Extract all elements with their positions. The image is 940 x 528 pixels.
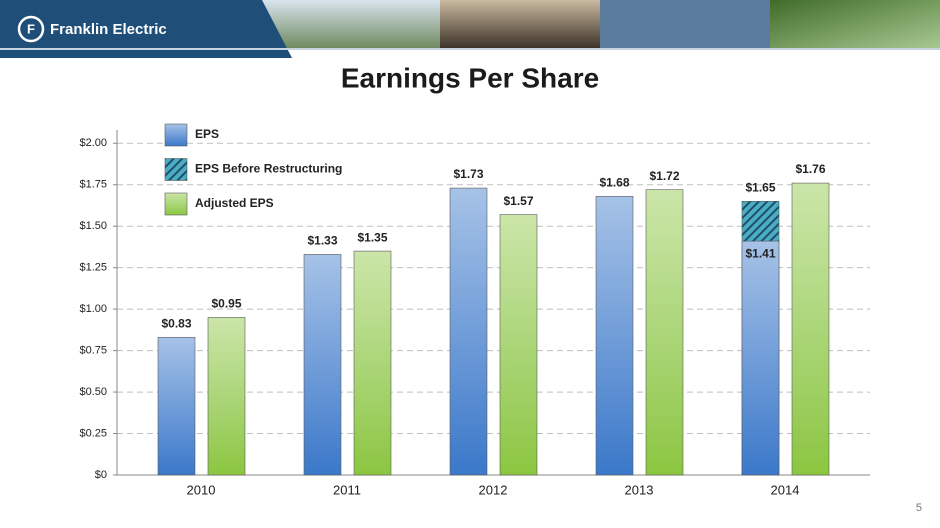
- value-label: $0.95: [211, 297, 241, 311]
- value-label: $1.72: [649, 169, 679, 183]
- y-tick-label: $0.50: [79, 386, 107, 398]
- y-tick-label: $0: [95, 469, 107, 481]
- header-rule: [0, 48, 940, 50]
- y-tick-label: $0.25: [79, 427, 107, 439]
- value-label: $1.41: [745, 246, 775, 260]
- y-tick-label: $1.25: [79, 262, 107, 274]
- chart-title: Earnings Per Share: [341, 62, 599, 93]
- x-tick-label: 2014: [771, 482, 800, 497]
- value-label: $1.65: [745, 180, 775, 194]
- y-tick-label: $1.75: [79, 179, 107, 191]
- bar: [303, 254, 342, 476]
- bar: [741, 240, 780, 476]
- bar: [449, 187, 488, 476]
- value-label: $1.57: [503, 194, 533, 208]
- bar: [645, 189, 684, 476]
- bar: [791, 182, 830, 476]
- logo-mark: [17, 15, 45, 43]
- value-label: $0.83: [161, 317, 191, 331]
- value-label: $1.33: [307, 234, 337, 248]
- y-tick-label: $1.50: [79, 220, 107, 232]
- x-tick-label: 2012: [479, 482, 508, 497]
- legend-label: EPS: [195, 127, 219, 141]
- bar: [207, 317, 246, 476]
- y-tick-label: $1.00: [79, 303, 107, 315]
- logo-text: Franklin Electric: [50, 21, 167, 38]
- x-tick-label: 2010: [187, 482, 216, 497]
- x-tick-label: 2011: [333, 482, 361, 497]
- legend-swatch: [164, 158, 188, 181]
- header-photo: [600, 0, 770, 48]
- value-label: $1.76: [795, 162, 825, 176]
- value-label: $1.35: [357, 230, 387, 244]
- bar: [499, 214, 538, 476]
- legend-label: Adjusted EPS: [195, 196, 274, 210]
- header-band: [0, 0, 292, 58]
- header: F Franklin Electric: [0, 0, 940, 58]
- header-photo: [770, 0, 940, 48]
- value-label: $1.73: [453, 167, 483, 181]
- legend-swatch: [164, 192, 188, 216]
- bar: [157, 337, 196, 476]
- bar: [595, 196, 634, 476]
- page-number: 5: [916, 502, 922, 514]
- x-tick-label: 2013: [625, 482, 654, 497]
- y-tick-label: $0.75: [79, 345, 107, 357]
- y-tick-label: $2.00: [79, 137, 107, 149]
- legend-label: EPS Before Restructuring: [195, 162, 342, 176]
- bar: [353, 250, 392, 476]
- value-label: $1.68: [599, 176, 629, 190]
- header-photo: [440, 0, 600, 48]
- legend-swatch: [164, 123, 188, 147]
- logo-glyph: F: [27, 21, 35, 36]
